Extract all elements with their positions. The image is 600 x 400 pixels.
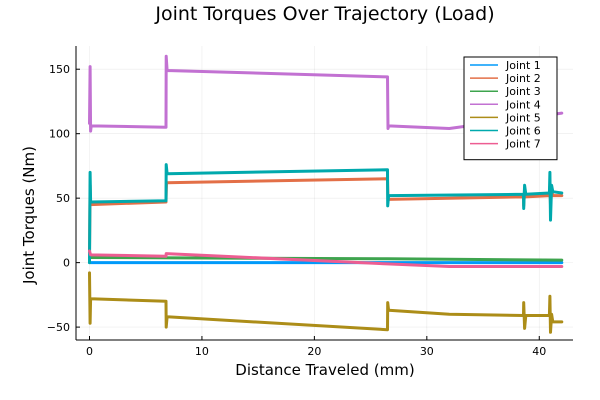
legend-label: Joint 2 xyxy=(505,72,541,85)
x-tick-label: 30 xyxy=(420,345,434,358)
series-line-joint-7 xyxy=(88,249,564,268)
series-line-joint-3 xyxy=(88,256,564,262)
y-axis-label: Joint Torques (Nm) xyxy=(20,146,38,285)
axes: 0 10 20 30 40 −50 0 50 100 150 xyxy=(47,46,573,358)
series-line-joint-6 xyxy=(88,163,564,265)
x-tick-label: 40 xyxy=(532,345,546,358)
legend-label: Joint 4 xyxy=(505,98,541,111)
y-tick-label: 100 xyxy=(49,128,70,141)
series-line-joint-4 xyxy=(88,54,564,133)
x-tick-label: 10 xyxy=(195,345,209,358)
plot-area xyxy=(88,54,564,334)
y-tick-label: −50 xyxy=(47,321,70,334)
legend-label: Joint 7 xyxy=(505,138,541,151)
y-tick-label: 50 xyxy=(56,192,70,205)
legend-box xyxy=(463,56,558,161)
x-tick-label: 0 xyxy=(86,345,93,358)
x-axis-label: Distance Traveled (mm) xyxy=(235,361,414,379)
series-line-joint-5 xyxy=(88,271,564,334)
y-tick-label: 150 xyxy=(49,63,70,76)
chart-title: Joint Torques Over Trajectory (Load) xyxy=(154,3,494,25)
x-tick-label: 20 xyxy=(307,345,321,358)
legend-label: Joint 5 xyxy=(505,111,541,124)
legend-label: Joint 3 xyxy=(505,85,541,98)
legend-label: Joint 6 xyxy=(505,125,541,138)
legend-label: Joint 1 xyxy=(505,59,541,72)
y-tick-label: 0 xyxy=(63,257,70,270)
